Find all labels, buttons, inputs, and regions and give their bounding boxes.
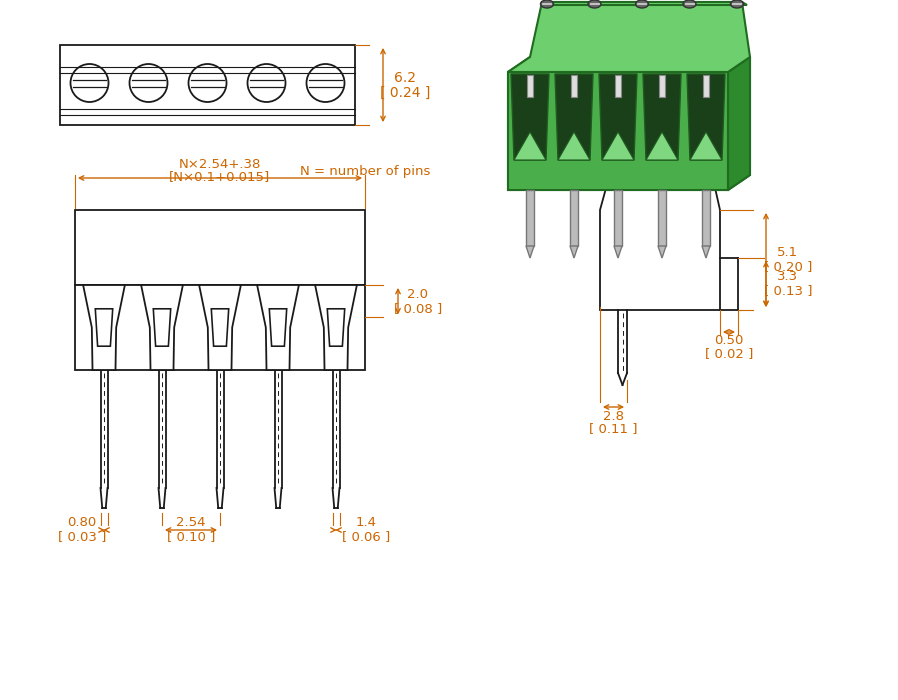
Ellipse shape	[683, 0, 696, 8]
Text: 2.8: 2.8	[603, 410, 624, 423]
Polygon shape	[211, 309, 229, 346]
Bar	[702, 190, 710, 246]
Text: [ 0.20 ]: [ 0.20 ]	[764, 260, 812, 274]
Text: 5.1: 5.1	[778, 246, 798, 260]
Polygon shape	[728, 57, 750, 190]
Polygon shape	[508, 72, 728, 190]
Text: 6.2: 6.2	[394, 71, 416, 85]
Text: [ 0.11 ]: [ 0.11 ]	[589, 423, 638, 435]
Polygon shape	[687, 74, 725, 160]
Text: [ 0.10 ]: [ 0.10 ]	[167, 531, 216, 543]
Bar	[75, 210, 365, 285]
Polygon shape	[315, 285, 357, 370]
Bar	[570, 190, 578, 246]
Bar	[614, 190, 622, 246]
Text: [ 0.13 ]: [ 0.13 ]	[764, 284, 813, 298]
Text: [N×0.1+0.015]: [N×0.1+0.015]	[170, 171, 270, 183]
Text: [ 0.24 ]: [ 0.24 ]	[380, 86, 430, 100]
Polygon shape	[555, 74, 593, 160]
Text: 3.3: 3.3	[778, 270, 798, 284]
Text: [ 0.03 ]: [ 0.03 ]	[57, 531, 106, 543]
Polygon shape	[141, 285, 183, 370]
Polygon shape	[508, 72, 728, 190]
Text: [ 0.02 ]: [ 0.02 ]	[705, 347, 753, 360]
Polygon shape	[646, 132, 678, 160]
Bar	[658, 190, 666, 246]
Polygon shape	[269, 309, 286, 346]
Polygon shape	[542, 2, 747, 5]
Text: 1.4: 1.4	[356, 517, 376, 529]
Polygon shape	[511, 74, 549, 160]
Polygon shape	[558, 132, 590, 160]
Ellipse shape	[541, 0, 553, 8]
Polygon shape	[508, 57, 750, 72]
Text: N = number of pins: N = number of pins	[300, 164, 430, 178]
Bar	[60, 45, 355, 125]
Polygon shape	[690, 132, 722, 160]
Bar	[703, 75, 709, 97]
Polygon shape	[199, 285, 241, 370]
Ellipse shape	[730, 0, 744, 8]
Polygon shape	[702, 246, 710, 258]
Text: N×2.54+.38: N×2.54+.38	[179, 158, 261, 171]
Polygon shape	[84, 285, 125, 370]
Polygon shape	[514, 132, 546, 160]
Polygon shape	[526, 246, 534, 258]
Bar	[571, 75, 577, 97]
Ellipse shape	[588, 0, 601, 8]
Polygon shape	[728, 57, 750, 190]
Polygon shape	[614, 246, 622, 258]
Ellipse shape	[636, 0, 648, 8]
Text: 0.50: 0.50	[714, 335, 744, 347]
Polygon shape	[658, 246, 666, 258]
Polygon shape	[154, 309, 171, 346]
Bar	[527, 75, 533, 97]
Polygon shape	[327, 309, 345, 346]
Polygon shape	[599, 74, 637, 160]
Polygon shape	[643, 74, 681, 160]
Bar	[75, 285, 365, 370]
Bar	[526, 190, 534, 246]
Text: 2.54: 2.54	[176, 517, 206, 529]
Text: [ 0.06 ]: [ 0.06 ]	[342, 531, 390, 543]
Polygon shape	[570, 246, 578, 258]
Polygon shape	[602, 132, 634, 160]
Text: [ 0.08 ]: [ 0.08 ]	[394, 302, 442, 315]
Text: 2.0: 2.0	[408, 288, 428, 301]
Polygon shape	[600, 130, 720, 310]
Polygon shape	[508, 2, 750, 72]
Polygon shape	[257, 285, 299, 370]
Bar	[659, 75, 665, 97]
Bar	[615, 75, 621, 97]
Polygon shape	[95, 309, 113, 346]
Text: 0.80: 0.80	[67, 517, 97, 529]
